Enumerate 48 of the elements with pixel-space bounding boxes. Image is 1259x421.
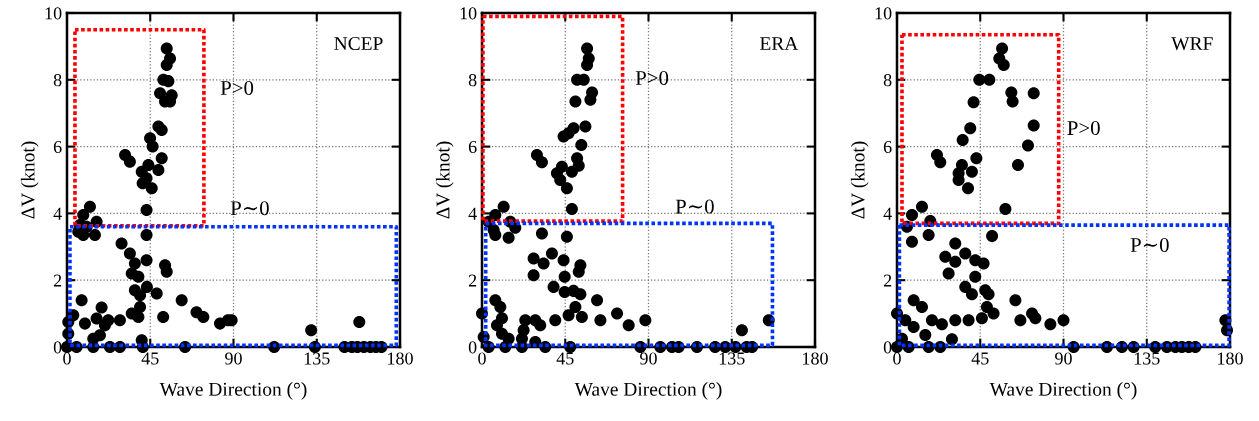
annotation: P∼0: [675, 199, 714, 214]
y-tick-label: 6: [468, 140, 477, 154]
annotation: P>0: [220, 80, 254, 96]
y-tick-label: 8: [53, 74, 62, 87]
x-tick-label: 180: [388, 352, 413, 365]
y-tick-label: 10: [875, 7, 892, 20]
x-tick-label: 0: [893, 352, 901, 365]
x-tick-label: 0: [478, 352, 486, 365]
text: NCEP: [334, 37, 383, 51]
y-tick-label: 4: [53, 207, 62, 220]
y-tick-label: 8: [468, 74, 477, 87]
x-axis-title: Wave Direction (°): [574, 382, 722, 400]
x-tick-label: 135: [719, 352, 745, 365]
y-tick-label: 0: [883, 341, 892, 354]
x-tick-label: 90: [1055, 352, 1072, 365]
y-tick-label: 6: [53, 140, 62, 154]
x-tick-label: 180: [1218, 352, 1243, 365]
x-axis-title: Wave Direction (°): [159, 382, 307, 400]
y-tick-label: 8: [883, 74, 892, 87]
y-tick-label: 0: [53, 341, 62, 354]
x-tick-label: 45: [971, 352, 989, 365]
y-axis-title: ΔV (knot): [850, 141, 869, 219]
y-tick-label: 2: [468, 274, 477, 287]
y-tick-label: 4: [883, 207, 892, 220]
y-tick-label: 6: [883, 140, 892, 154]
x-tick-label: 135: [1134, 352, 1160, 365]
annotation: P∼0: [1130, 237, 1169, 253]
annotation: P>0: [1067, 121, 1100, 136]
x-tick-label: 180: [803, 352, 828, 365]
y-tick-label: 2: [883, 274, 892, 287]
x-tick-label: 45: [556, 352, 574, 365]
annotation: P∼0: [230, 201, 269, 216]
y-axis-title: ΔV (knot): [20, 141, 39, 219]
text: ERA: [760, 37, 799, 50]
y-tick-label: 10: [460, 7, 477, 20]
x-tick-label: 45: [141, 352, 159, 365]
y-tick-label: 0: [468, 341, 477, 354]
x-tick-label: 90: [640, 352, 657, 365]
x-tick-label: 135: [304, 352, 330, 365]
x-axis-title: Wave Direction (°): [989, 382, 1137, 400]
x-tick-label: 0: [63, 352, 71, 365]
text: WRF: [1171, 37, 1213, 51]
annotation: P>0: [635, 70, 669, 86]
x-tick-label: 90: [225, 352, 242, 365]
y-axis-title: ΔV (knot): [435, 141, 454, 219]
y-tick-label: 4: [468, 207, 477, 220]
y-tick-label: 2: [53, 274, 62, 287]
y-tick-label: 10: [45, 7, 62, 20]
